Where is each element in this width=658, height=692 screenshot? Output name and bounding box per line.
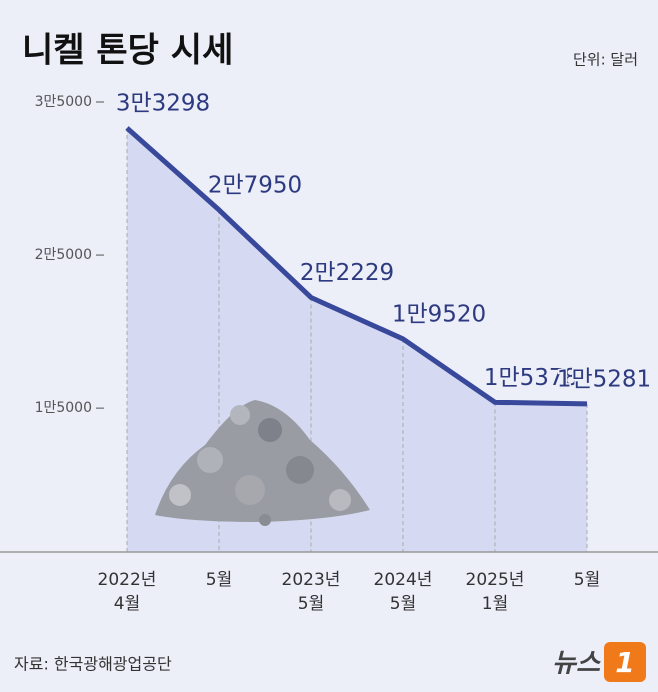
value-label: 3만3298 [116, 91, 210, 117]
x-tick-label: 2023년 5월 [281, 570, 341, 614]
y-tick-label: 3만5000 [35, 94, 92, 110]
x-tick-label: 2025년 1월 [465, 570, 525, 614]
logo-text: 뉴스 [552, 649, 601, 679]
x-tick-label: 2024년 5월 [373, 570, 433, 614]
value-label: 2만7950 [208, 172, 302, 198]
x-tick-label: 5월 [573, 570, 601, 590]
unit-note: 단위: 달러 [573, 51, 638, 69]
value-label: 2만2229 [300, 260, 394, 286]
value-label: 1만5281 [557, 366, 651, 392]
logo-mark: 1 [615, 646, 634, 679]
value-label: 1만9520 [392, 301, 486, 327]
value-label: 1만5378 [484, 365, 578, 391]
x-tick-label: 5월 [205, 570, 233, 590]
rock-pile [155, 400, 370, 526]
y-tick-label: 1만5000 [35, 400, 92, 416]
y-tick-label: 2만5000 [35, 247, 92, 263]
logo-box [604, 642, 646, 682]
x-tick-label: 2022년 4월 [97, 570, 157, 614]
source: 자료: 한국광해광업공단 [14, 655, 172, 674]
chart-title: 니켈 톤당 시세 [22, 31, 233, 71]
line [125, 126, 588, 407]
